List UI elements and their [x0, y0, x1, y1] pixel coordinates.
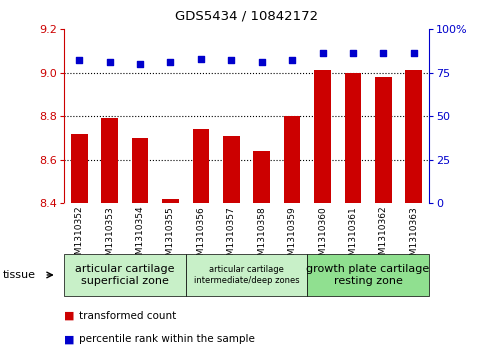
Text: GDS5434 / 10842172: GDS5434 / 10842172: [175, 9, 318, 22]
Bar: [162, 199, 179, 363]
Text: GSM1310359: GSM1310359: [287, 206, 297, 266]
Point: [288, 57, 296, 63]
Text: GSM1310361: GSM1310361: [349, 206, 357, 266]
Bar: [375, 77, 391, 363]
Text: GSM1310352: GSM1310352: [75, 206, 84, 266]
Bar: [284, 116, 300, 363]
Text: ■: ■: [64, 334, 74, 344]
Text: tissue: tissue: [2, 270, 35, 280]
Bar: [71, 134, 88, 363]
Text: GSM1310358: GSM1310358: [257, 206, 266, 266]
Point: [75, 57, 83, 63]
Point: [380, 50, 387, 56]
Point: [197, 56, 205, 62]
Text: GSM1310363: GSM1310363: [409, 206, 418, 266]
Point: [136, 61, 144, 67]
Bar: [223, 136, 240, 363]
Bar: [253, 151, 270, 363]
Text: GSM1310355: GSM1310355: [166, 206, 175, 266]
Text: growth plate cartilage
resting zone: growth plate cartilage resting zone: [307, 264, 430, 286]
Point: [227, 57, 235, 63]
Text: GSM1310353: GSM1310353: [105, 206, 114, 266]
Point: [258, 59, 266, 65]
Text: GSM1310356: GSM1310356: [196, 206, 206, 266]
Bar: [193, 129, 209, 363]
Point: [349, 50, 357, 56]
Text: articular cartilage
superficial zone: articular cartilage superficial zone: [75, 264, 175, 286]
Text: GSM1310362: GSM1310362: [379, 206, 388, 266]
Text: percentile rank within the sample: percentile rank within the sample: [79, 334, 255, 344]
Bar: [186, 254, 307, 296]
Bar: [307, 254, 429, 296]
Text: GSM1310354: GSM1310354: [136, 206, 144, 266]
Point: [167, 59, 175, 65]
Bar: [102, 118, 118, 363]
Text: GSM1310357: GSM1310357: [227, 206, 236, 266]
Bar: [405, 70, 422, 363]
Text: ■: ■: [64, 311, 74, 321]
Text: GSM1310360: GSM1310360: [318, 206, 327, 266]
Point: [318, 50, 326, 56]
Point: [410, 50, 418, 56]
Text: articular cartilage
intermediate/deep zones: articular cartilage intermediate/deep zo…: [194, 265, 299, 285]
Bar: [345, 73, 361, 363]
Text: transformed count: transformed count: [79, 311, 176, 321]
Bar: [64, 254, 186, 296]
Bar: [314, 70, 331, 363]
Bar: [132, 138, 148, 363]
Point: [106, 59, 113, 65]
